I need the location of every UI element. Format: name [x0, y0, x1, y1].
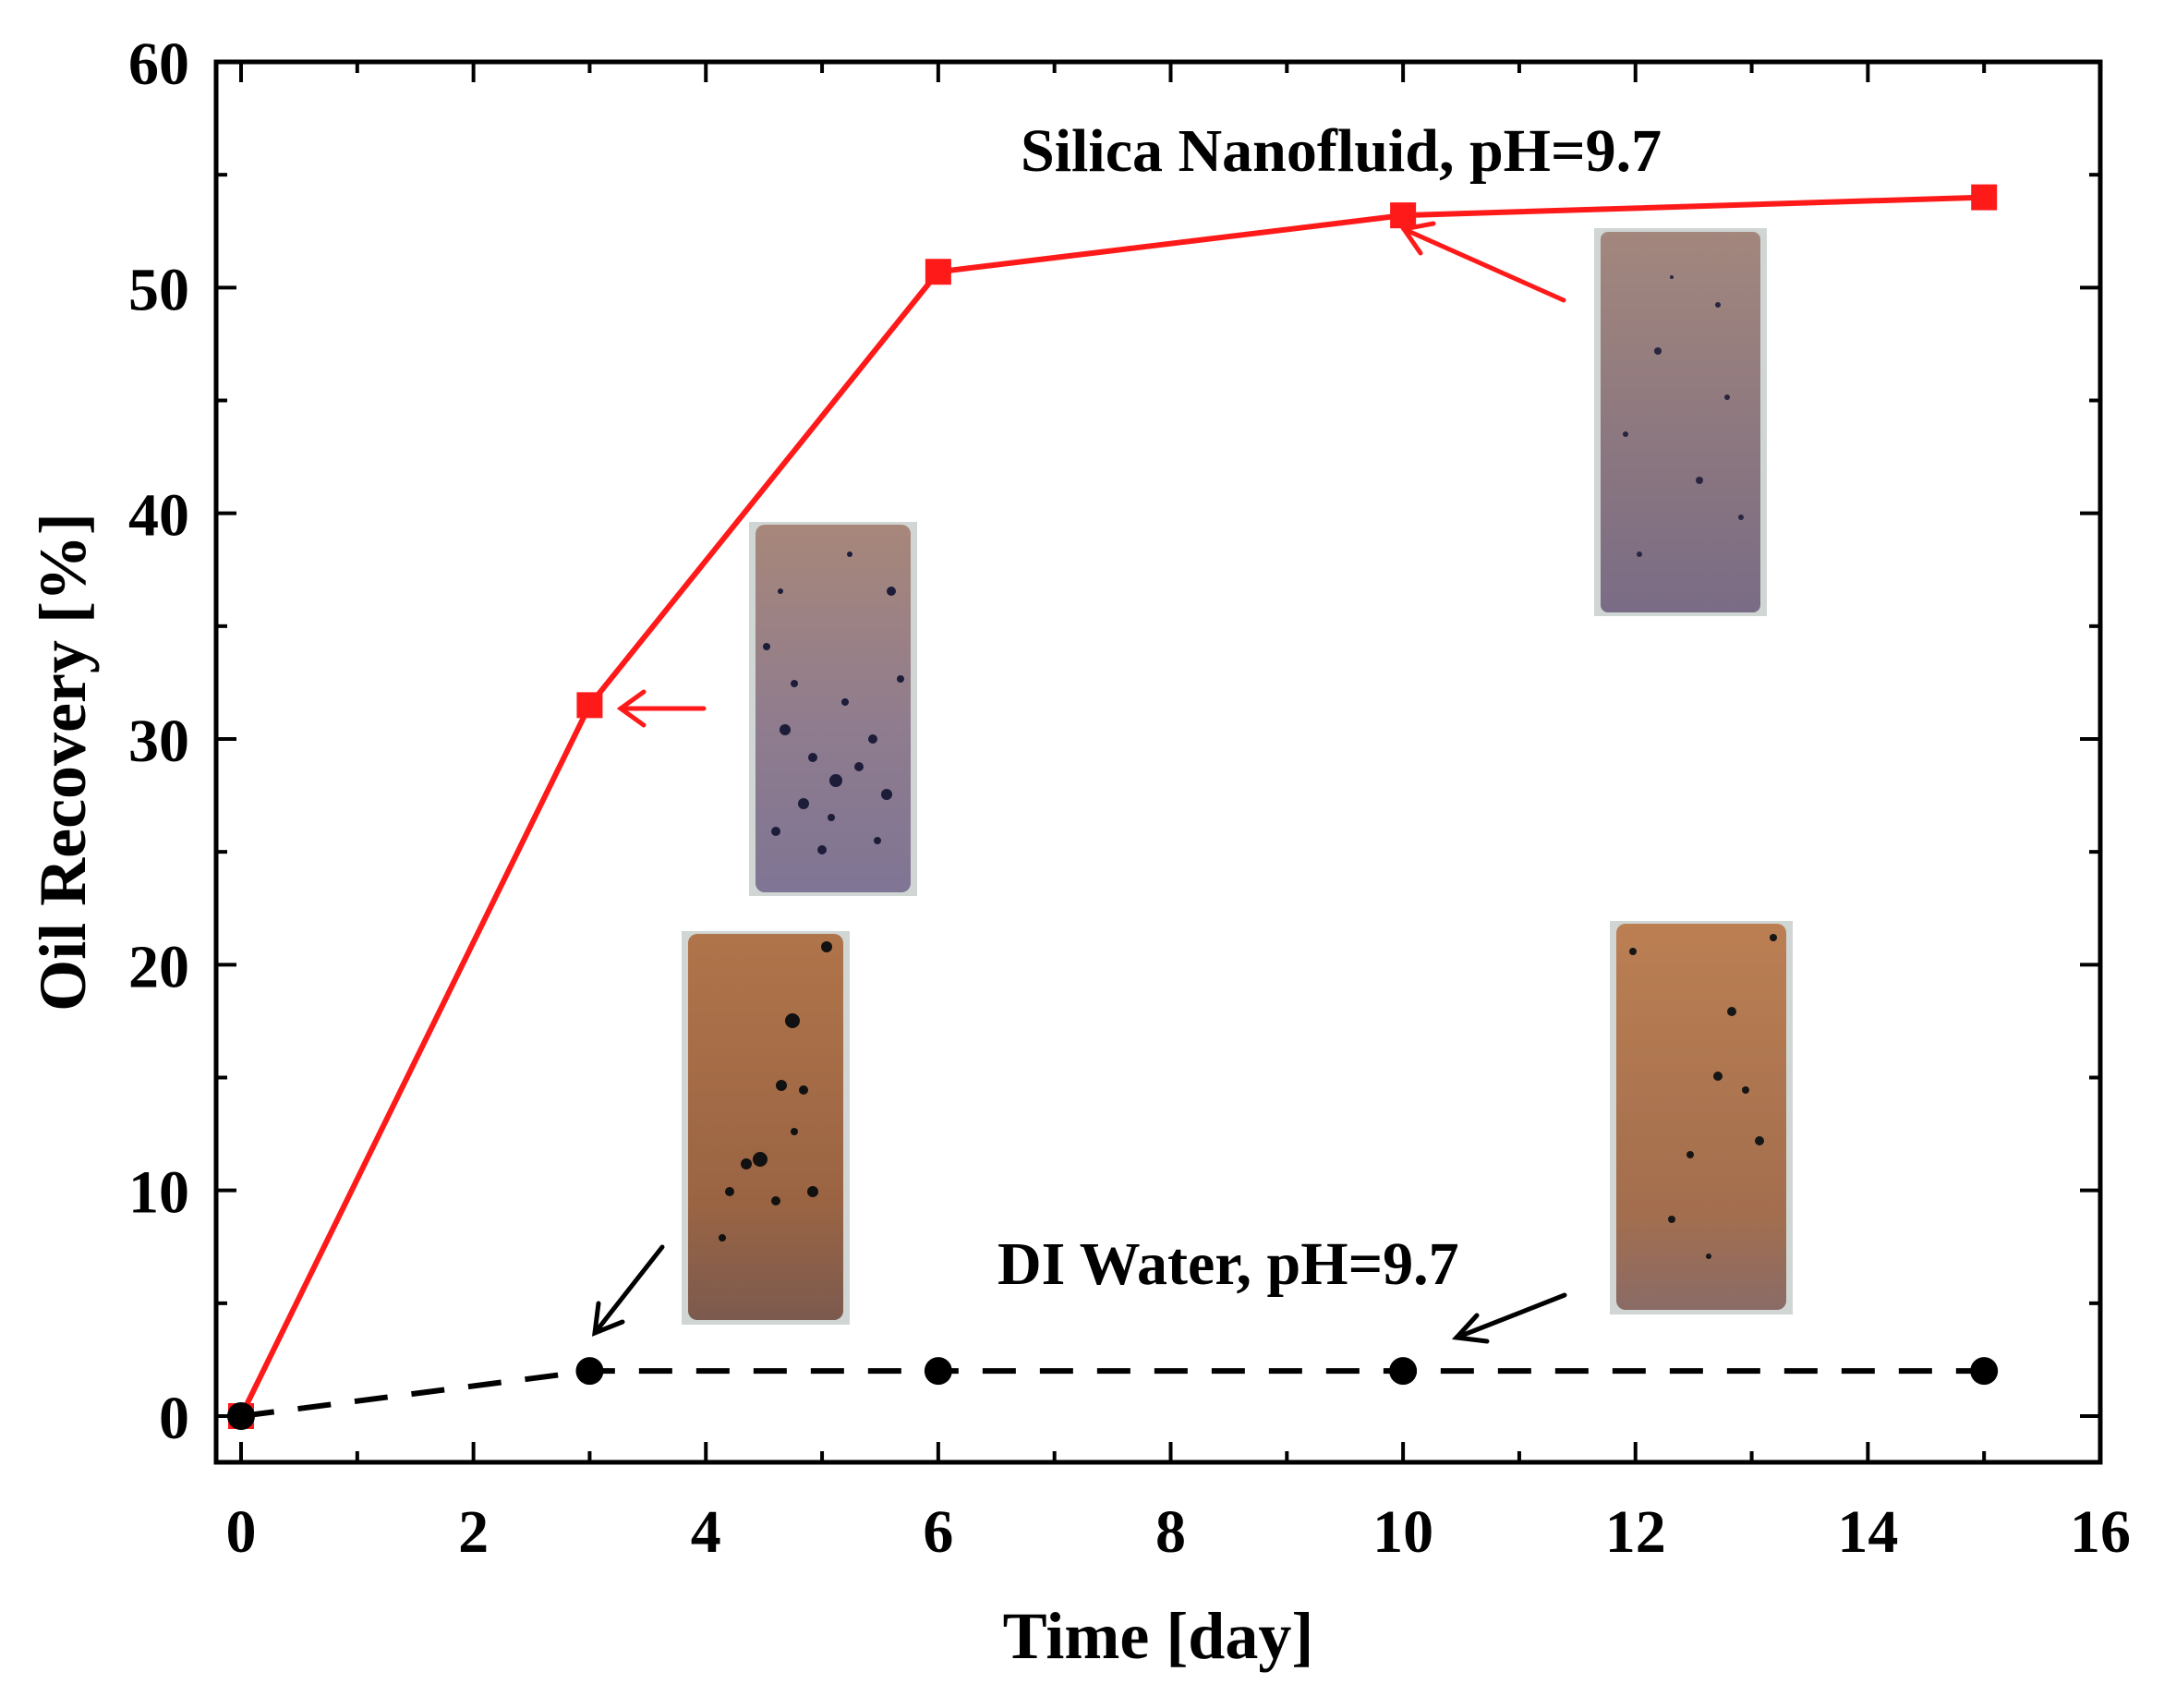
data-point-circle: [1389, 1357, 1418, 1386]
annotation-di-water: DI Water, pH=9.7: [997, 1230, 1459, 1298]
y-tick-label: 60: [128, 30, 189, 98]
x-tick-label: 10: [1372, 1498, 1433, 1566]
x-tick-label: 4: [691, 1498, 721, 1566]
x-tick-label: 0: [226, 1498, 257, 1566]
pointer-arrows: [591, 221, 1567, 1344]
nanofluid-core-day-10-image: [1594, 228, 1767, 616]
data-point-square: [1971, 184, 1998, 211]
nanofluid-core-day-3-image: [749, 522, 917, 896]
plot-frame: [213, 59, 2103, 1465]
inset-images: [682, 228, 1793, 1325]
y-tick-label: 40: [128, 482, 189, 550]
y-axis-tick-labels: 0 10 20 30 40 50 60: [128, 30, 189, 1452]
arrow-nanofluid-day-10: [1399, 221, 1566, 303]
y-tick-label: 20: [128, 933, 189, 1000]
x-tick-label: 12: [1605, 1498, 1666, 1566]
x-axis-title: Time [day]: [1003, 1599, 1314, 1673]
y-tick-label: 50: [128, 256, 189, 323]
x-tick-label: 6: [923, 1498, 953, 1566]
data-point-circle: [1970, 1357, 1999, 1386]
arrow-di-water-day-3: [591, 1244, 665, 1337]
di-water-core-day-3-image: [682, 931, 850, 1325]
x-axis-ticks: [239, 62, 2102, 1462]
arrow-di-water-day-10: [1451, 1292, 1567, 1344]
data-point-square: [1390, 202, 1417, 229]
x-tick-label: 2: [458, 1498, 489, 1566]
data-point-circle: [227, 1402, 255, 1430]
x-axis-tick-labels: 0 2 4 6 8 10 12 14 16: [226, 1498, 2132, 1566]
di-water-core-day-10-image: [1610, 921, 1793, 1314]
x-tick-label: 14: [1837, 1498, 1898, 1566]
y-tick-label: 30: [128, 708, 189, 775]
series-layer: [227, 184, 1999, 1430]
arrow-nanofluid-day-3: [616, 689, 707, 728]
y-axis-ticks: [216, 60, 2100, 1418]
data-point-square: [925, 259, 951, 285]
y-tick-label: 0: [159, 1385, 189, 1452]
x-tick-label: 8: [1155, 1498, 1186, 1566]
series-di-water: [227, 1357, 1999, 1430]
y-axis-title: Oil Recovery [%]: [26, 513, 100, 1011]
data-point-circle: [924, 1357, 952, 1386]
x-tick-label: 16: [2070, 1498, 2131, 1566]
data-point-circle: [575, 1357, 604, 1386]
data-point-square: [576, 692, 603, 719]
annotation-silica-nanofluid: Silica Nanofluid, pH=9.7: [1021, 117, 1662, 185]
y-tick-label: 10: [128, 1159, 189, 1227]
series-line: [240, 1368, 1985, 1419]
